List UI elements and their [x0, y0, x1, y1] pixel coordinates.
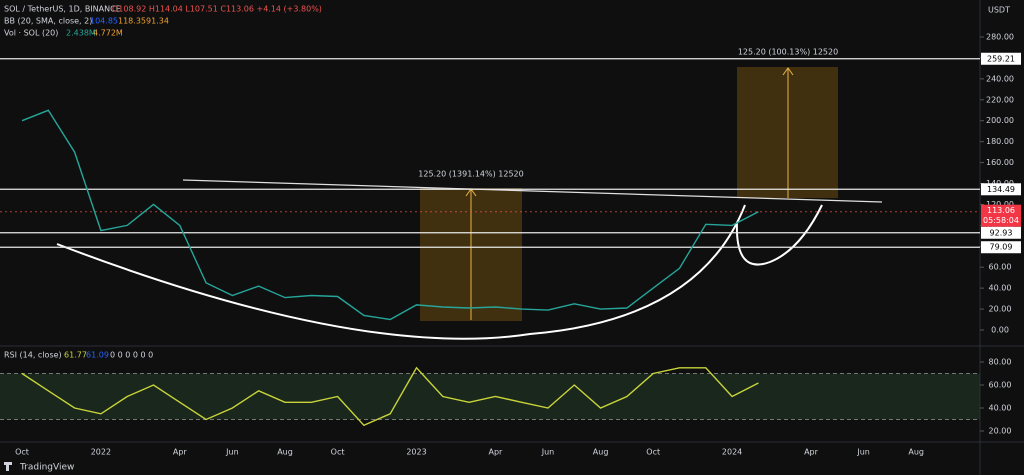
trendline — [182, 179, 883, 203]
cup-curve — [56, 204, 746, 340]
vol-label: Vol · SOL (20) — [4, 29, 58, 38]
y-tick-label: 0.00 — [991, 326, 1009, 335]
x-tick-label: Apr — [488, 448, 503, 457]
y-tick-label: 20.00 — [989, 305, 1012, 314]
rsi-ma-value: 61.09 — [86, 351, 109, 360]
x-tick-label: Oct — [646, 448, 660, 457]
level-label: 259.21 — [987, 54, 1015, 63]
y-tick-label: 40.00 — [989, 284, 1012, 293]
y-tick-label: 180.00 — [986, 137, 1014, 146]
rsi-value: 61.77 — [64, 351, 87, 360]
vol-value: 4.772M — [93, 29, 123, 38]
x-tick-label: Apr — [804, 448, 819, 457]
rsi-extra: 0 0 0 0 0 0 — [110, 351, 153, 360]
bb-value: 91.34 — [146, 17, 169, 26]
x-tick-label: Aug — [277, 448, 293, 457]
x-tick-label: Oct — [331, 448, 345, 457]
level-box — [981, 183, 1021, 196]
ohlc: O108.92 H114.04 L107.51 C113.06 +4.14 (+… — [112, 5, 322, 14]
rsi-title: RSI (14, close) — [4, 351, 62, 360]
x-tick-label: Jun — [541, 448, 555, 457]
brand: TradingView — [19, 463, 74, 473]
measure-label: 125.20 (100.13%) 12520 — [738, 48, 838, 57]
rsi-band — [0, 373, 980, 420]
measure-arrow — [782, 67, 794, 76]
x-tick-label: Jun — [225, 448, 239, 457]
x-tick-label: 2022 — [91, 448, 111, 457]
vol-value: 2.438M — [66, 29, 96, 38]
last-price-box — [981, 204, 1021, 227]
y-tick-label: 20.00 — [989, 427, 1012, 436]
y-tick-label: 80.00 — [989, 358, 1012, 367]
level-box — [981, 241, 1021, 254]
countdown: 05:58:04 — [983, 216, 1019, 225]
bb-label: BB (20, SMA, close, 2) — [4, 17, 92, 26]
y-tick-label: 60.00 — [989, 381, 1012, 390]
level-label: 92.93 — [990, 228, 1013, 237]
x-tick-label: 2023 — [406, 448, 426, 457]
x-tick-label: Aug — [593, 448, 609, 457]
series-line — [21, 366, 759, 427]
y-tick-label: 280.00 — [986, 33, 1014, 42]
level-box — [981, 226, 1021, 239]
x-tick-label: Oct — [15, 448, 29, 457]
level-box — [981, 52, 1021, 65]
bb-value: 118.35 — [118, 17, 146, 26]
series-line — [21, 109, 759, 321]
x-tick-label: Aug — [908, 448, 924, 457]
y-tick-label: 160.00 — [986, 158, 1014, 167]
y-tick-label: 240.00 — [986, 74, 1014, 83]
y-tick-label: 40.00 — [989, 404, 1012, 413]
currency: USDT — [988, 6, 1010, 15]
symbol: SOL / TetherUS, 1D, BINANCE — [4, 5, 121, 14]
x-tick-label: 2024 — [722, 448, 742, 457]
bb-value: 104.85 — [90, 17, 118, 26]
x-tick-label: Jun — [856, 448, 870, 457]
level-label: 79.09 — [990, 243, 1013, 252]
x-tick-label: Apr — [173, 448, 188, 457]
brand-logo — [4, 462, 12, 471]
measure-label: 125.20 (1391.14%) 12520 — [418, 170, 523, 179]
y-tick-label: 220.00 — [986, 95, 1014, 104]
y-tick-label: 60.00 — [989, 263, 1012, 272]
y-tick-label: 120.00 — [986, 200, 1014, 209]
last-price: 113.06 — [987, 206, 1015, 215]
y-tick-label: 200.00 — [986, 116, 1014, 125]
level-label: 134.49 — [987, 185, 1015, 194]
